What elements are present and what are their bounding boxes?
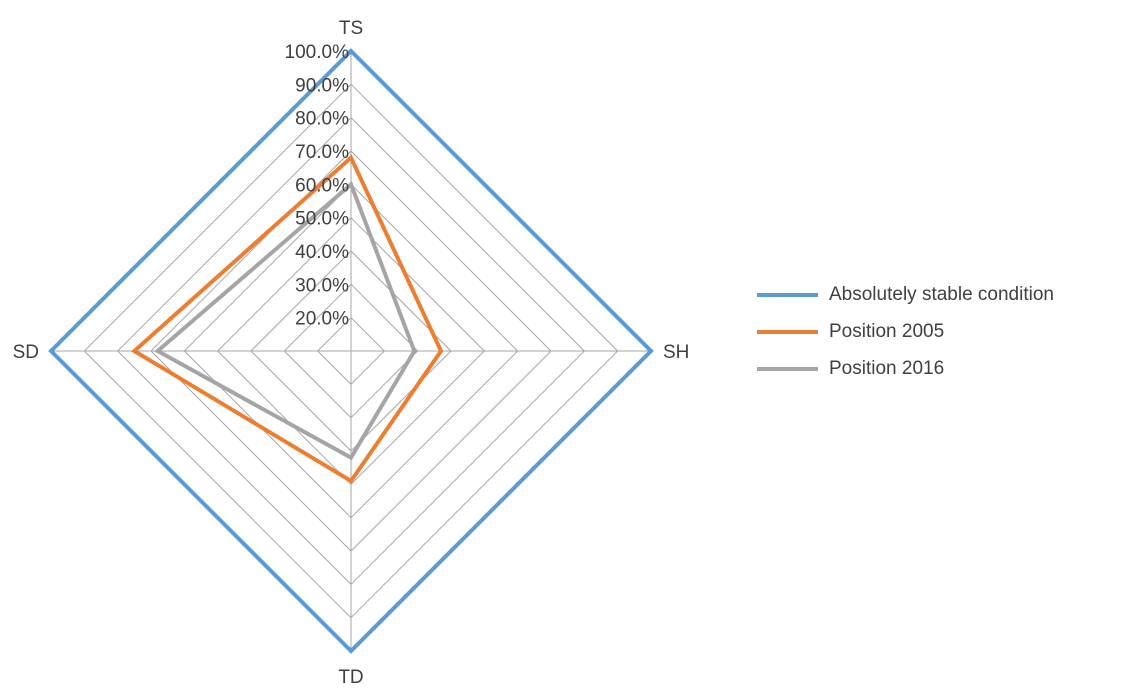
tick-label-layer: 20.0% 30.0% 40.0% 50.0% 60.0% 70.0% 80.0% 90.0%… [285,42,350,330]
axis-label: SD [13,342,39,363]
axis-label: TD [338,667,363,688]
legend-item: Position 2016 [757,350,1117,387]
series-line [154,180,417,461]
tick-label: 50.0% [295,209,349,230]
legend: Absolutely stable condition Position 200… [757,276,1117,387]
legend-item: Absolutely stable condition [757,276,1117,313]
tick-label: 30.0% [295,275,349,296]
tick-label: 100.0% [285,42,350,63]
legend-swatch [757,292,818,297]
legend-label: Position 2005 [829,320,945,342]
axis-label-layer: TS SH TD SD [13,18,690,688]
legend-label: Position 2016 [829,357,945,379]
legend-item: Position 2005 [757,313,1117,350]
tick-label: 90.0% [295,75,349,96]
tick-label: 20.0% [295,309,349,330]
tick-label: 70.0% [295,142,349,163]
axis-label: SH [663,342,689,363]
tick-label: 40.0% [295,242,349,263]
axis-label: TS [339,18,363,39]
tick-label: 80.0% [295,109,349,130]
series-line [48,48,654,654]
tick-label: 60.0% [295,175,349,196]
series-line [130,154,444,484]
legend-swatch [757,366,818,371]
legend-label: Absolutely stable condition [829,283,1054,305]
legend-swatch [757,329,818,334]
grid-layer [50,50,652,652]
series-layer [48,48,654,654]
